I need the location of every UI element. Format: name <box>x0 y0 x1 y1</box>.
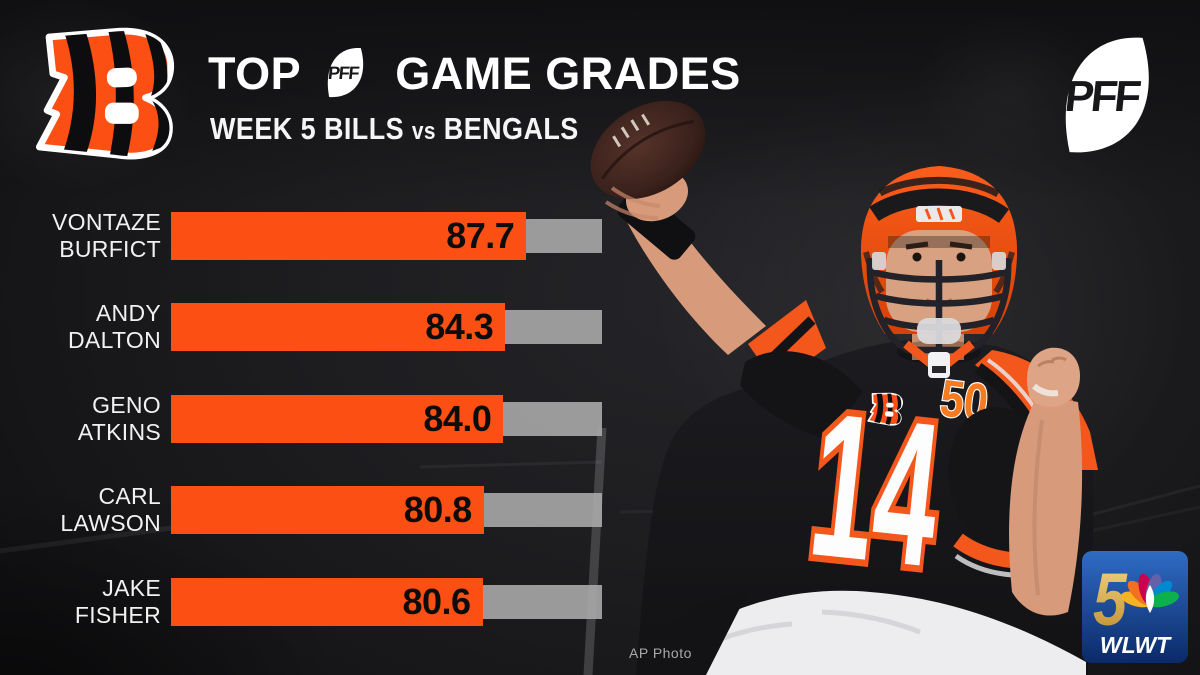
fist <box>1026 347 1080 407</box>
eye <box>912 252 922 262</box>
photo-credit: AP Photo <box>629 645 692 661</box>
page-title: TOP PFF GAME GRADES <box>208 44 741 104</box>
chest-b-logo <box>868 391 903 427</box>
svg-text:PFF: PFF <box>327 63 360 83</box>
bengals-logo <box>35 27 174 160</box>
eye <box>956 252 966 262</box>
mask-clip <box>872 252 886 270</box>
svg-text:PFF: PFF <box>1063 73 1142 121</box>
title-suffix: GAME GRADES <box>395 48 741 99</box>
chin-cup <box>917 318 961 344</box>
subtitle-right: BENGALS <box>443 111 579 146</box>
subtitle: WEEK 5 BILLS vs BENGALS <box>210 112 579 149</box>
pff-football-icon: PFF <box>327 48 364 98</box>
subtitle-left: WEEK 5 BILLS <box>210 111 405 146</box>
b-counter-top <box>106 67 137 88</box>
b-counter-bottom <box>104 102 139 124</box>
call-letters: WLWT <box>1100 632 1172 658</box>
wlwt-logo: 5 WLWT <box>1082 551 1188 663</box>
title-prefix: TOP <box>208 48 302 99</box>
helmet <box>860 166 1018 354</box>
mask-clip <box>992 252 1006 270</box>
subtitle-vs: vs <box>411 118 436 145</box>
pff-logo: PFF <box>1063 37 1149 153</box>
channel-number: 5 <box>1093 559 1128 641</box>
